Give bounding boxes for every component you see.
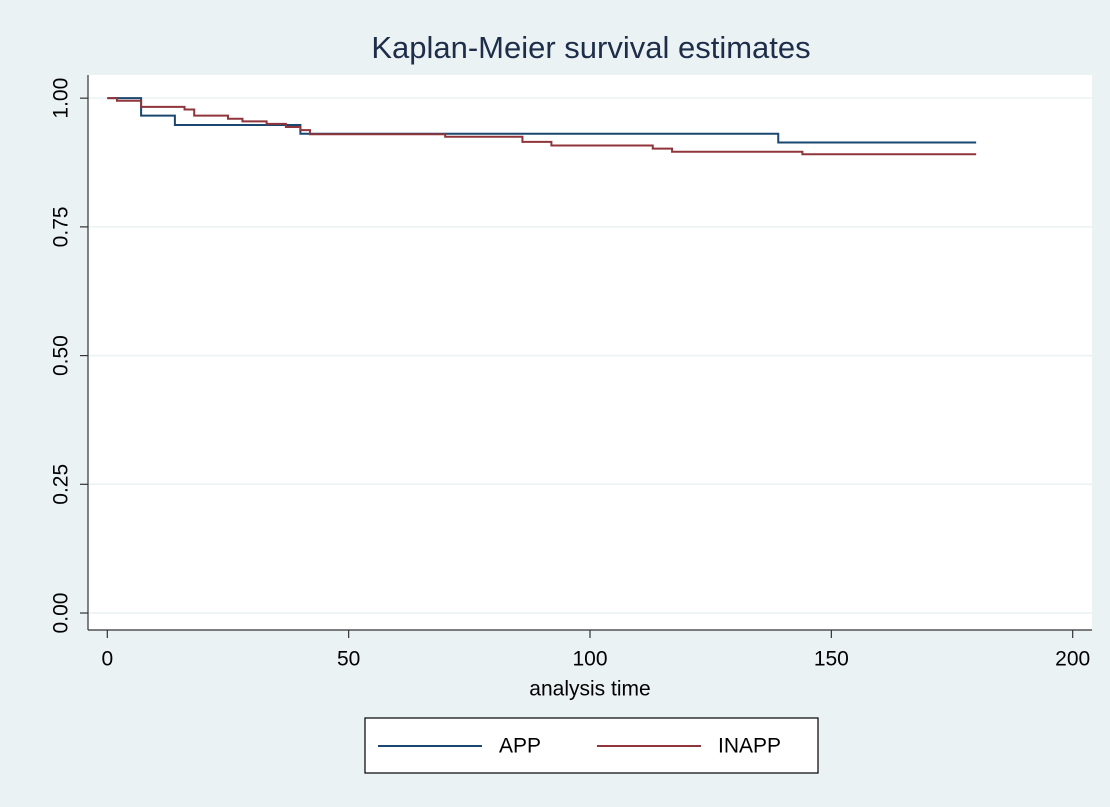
chart-title: Kaplan-Meier survival estimates (371, 30, 810, 65)
x-tick-label: 200 (1055, 648, 1090, 671)
x-tick-label: 50 (337, 648, 360, 671)
x-tick-label: 100 (572, 648, 607, 671)
y-tick-label: 0.50 (50, 335, 73, 376)
plot-area (88, 75, 1092, 630)
y-tick-label: 0.00 (50, 593, 73, 634)
y-tick-label: 1.00 (50, 78, 73, 119)
x-axis-title: analysis time (529, 678, 650, 701)
y-tick-label: 0.75 (50, 206, 73, 247)
legend-label: INAPP (718, 735, 781, 758)
x-tick-label: 150 (814, 648, 849, 671)
legend-label: APP (499, 735, 541, 758)
survival-line (107, 97, 977, 156)
y-tick-label: 0.25 (50, 464, 73, 505)
x-tick-label: 0 (101, 648, 113, 671)
